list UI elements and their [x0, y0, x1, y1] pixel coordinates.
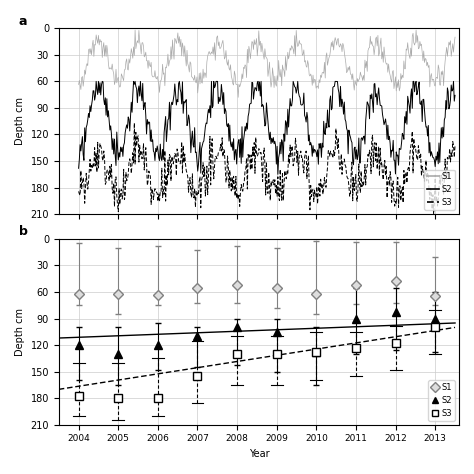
S3: [131, 120, 137, 126]
Legend: S1, S2, S3: S1, S2, S3: [424, 170, 455, 210]
S3: [326, 148, 331, 154]
S3: [403, 169, 409, 175]
S2: [322, 132, 328, 137]
S1: [311, 80, 317, 86]
Line: S2: S2: [79, 82, 455, 174]
S3: [431, 211, 437, 217]
X-axis label: Year: Year: [248, 449, 269, 459]
S2: [404, 121, 410, 127]
S3: [76, 189, 82, 194]
S2: [452, 92, 458, 98]
S3: [346, 183, 352, 189]
S3: [396, 204, 401, 210]
S2: [93, 79, 99, 84]
S1: [235, 94, 241, 100]
S2: [311, 150, 317, 156]
S1: [326, 55, 332, 60]
Text: a: a: [19, 15, 27, 27]
S2: [76, 165, 82, 171]
S3: [452, 143, 458, 148]
Y-axis label: Depth cm: Depth cm: [15, 308, 25, 356]
S2: [347, 132, 353, 137]
S3: [322, 175, 328, 181]
S1: [76, 82, 82, 87]
S2: [326, 124, 332, 130]
Line: S1: S1: [79, 30, 455, 97]
Text: b: b: [19, 225, 27, 238]
Line: S3: S3: [79, 123, 455, 214]
S2: [275, 172, 281, 177]
Y-axis label: Depth cm: Depth cm: [15, 97, 25, 145]
Legend: S1, S2, S3: S1, S2, S3: [428, 380, 455, 420]
S1: [452, 34, 458, 40]
S1: [347, 64, 353, 69]
S1: [322, 75, 328, 81]
S1: [396, 88, 402, 94]
S1: [404, 47, 410, 53]
S3: [310, 187, 316, 192]
S1: [132, 27, 138, 33]
S2: [396, 146, 402, 151]
